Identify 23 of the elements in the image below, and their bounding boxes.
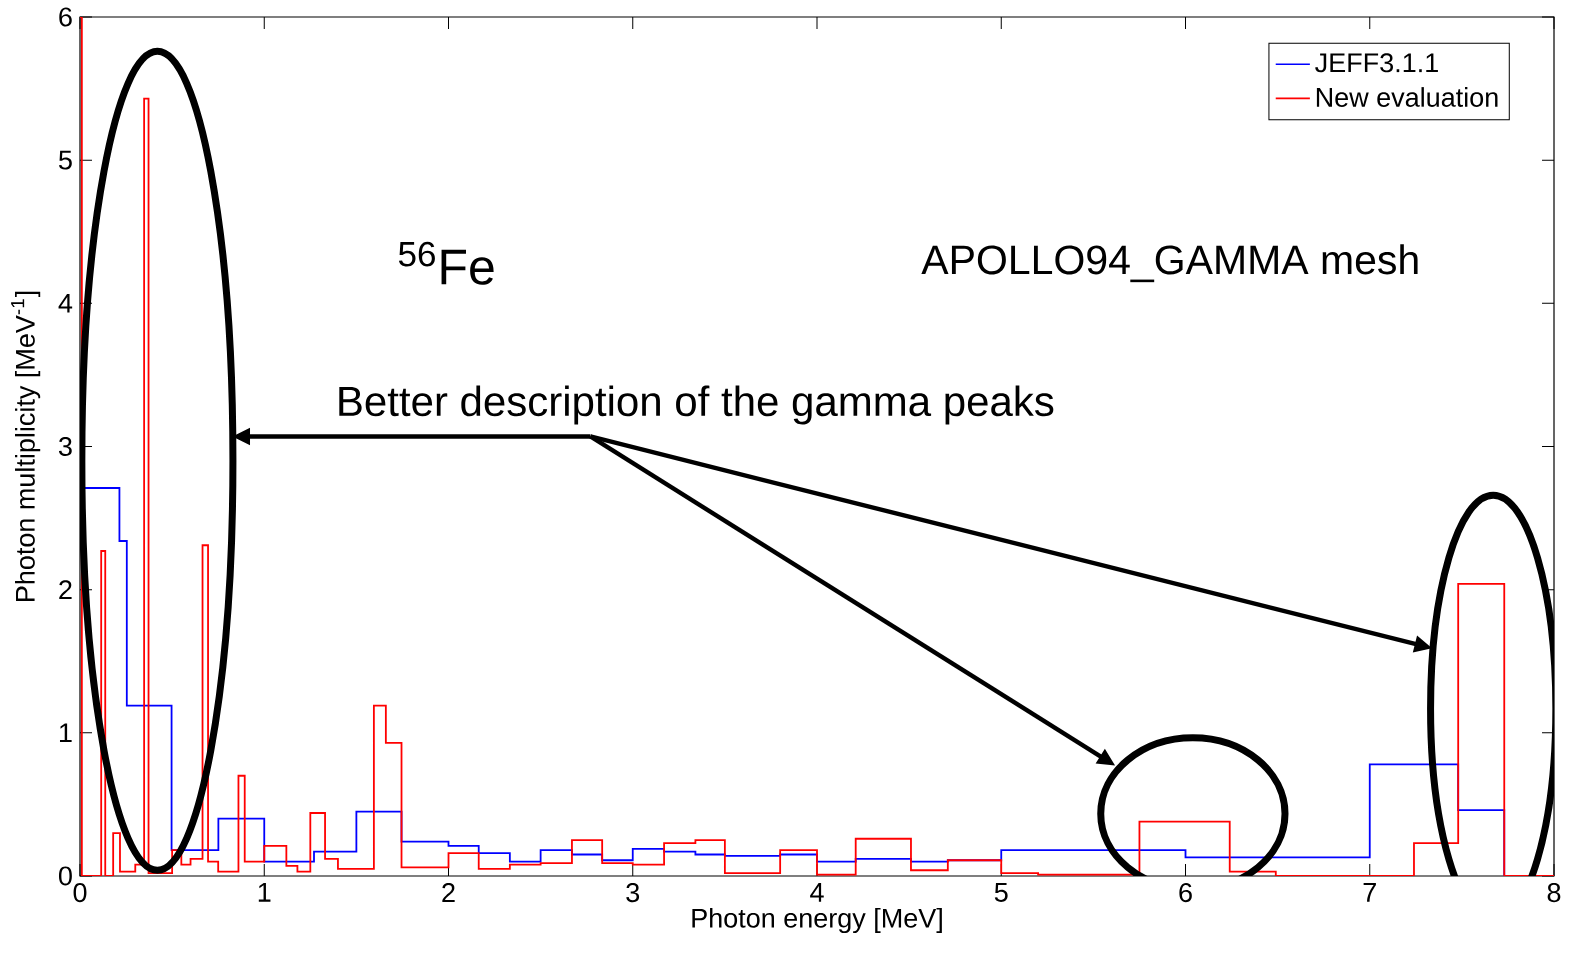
y-tick-label: 2 (59, 580, 72, 600)
x-tick-label: 4 (810, 883, 824, 902)
y-tick-label: 3 (58, 436, 72, 457)
y-tick-label: 1 (59, 723, 72, 743)
legend-label: New evaluation (1316, 87, 1498, 107)
y-axis-title: Photon multiplicity [MeV$^{-1}$] (11, 291, 41, 601)
legend-label: JEFF3.1.1 (1315, 53, 1438, 73)
y-tick-label: 6 (59, 7, 72, 27)
x-tick-label: 8 (1547, 883, 1561, 903)
y-tick-label: 0 (58, 866, 72, 886)
x-tick-label: 7 (1363, 883, 1376, 902)
x-tick-label: 6 (1179, 883, 1192, 903)
x-tick-label: 1 (258, 883, 271, 902)
y-tick-label: 5 (58, 150, 72, 170)
x-tick-label: 2 (442, 883, 455, 902)
annotation: $^{56}$Fe (398, 241, 494, 285)
x-axis-title: Photon energy [MeV] (692, 907, 942, 934)
x-tick-label: 0 (73, 883, 87, 903)
annotation: Better description of the gamma peaks (339, 385, 1054, 425)
annotation: APOLLO94_GAMMA mesh (921, 244, 1418, 283)
x-tick-label: 3 (626, 883, 640, 903)
x-tick-label: 5 (994, 883, 1008, 902)
y-tick-label: 4 (58, 294, 73, 313)
